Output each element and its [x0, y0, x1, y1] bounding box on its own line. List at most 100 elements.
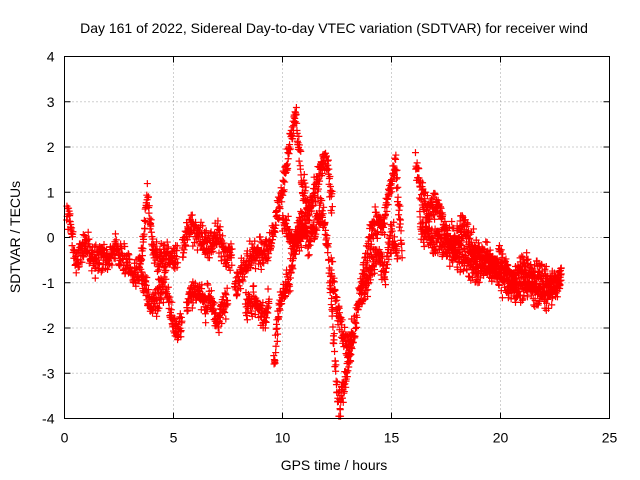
data-point	[144, 193, 152, 201]
data-point	[198, 281, 206, 289]
data-point	[139, 287, 147, 295]
data-point	[68, 242, 76, 250]
data-point	[215, 328, 223, 336]
data-points	[63, 103, 565, 420]
data-point	[121, 242, 129, 250]
data-point	[84, 228, 92, 236]
data-point	[207, 293, 215, 301]
data-point	[288, 123, 296, 131]
data-point	[265, 250, 273, 258]
data-point	[188, 211, 196, 219]
data-point	[212, 309, 220, 317]
data-point	[146, 214, 154, 222]
y-tick-label: 0	[47, 230, 55, 246]
data-point	[260, 259, 268, 267]
grid	[64, 56, 610, 419]
data-point	[141, 217, 149, 225]
y-tick-label: -4	[42, 411, 55, 427]
data-point	[153, 312, 161, 320]
y-tick-label: 1	[47, 184, 55, 200]
data-point	[75, 263, 83, 271]
data-point	[164, 292, 172, 300]
data-point	[216, 223, 224, 231]
data-point	[257, 265, 265, 273]
data-point	[117, 260, 125, 268]
y-tick-label: 2	[47, 139, 55, 155]
data-point	[272, 221, 280, 229]
data-point	[204, 281, 212, 289]
data-point	[159, 279, 167, 287]
x-tick-label: 5	[170, 430, 178, 446]
data-point	[138, 256, 146, 264]
data-point	[147, 222, 155, 230]
data-point	[164, 283, 172, 291]
data-point	[85, 235, 93, 243]
data-point	[138, 252, 146, 260]
data-point	[147, 216, 155, 224]
data-point	[168, 298, 176, 306]
data-point	[292, 103, 300, 111]
data-point	[114, 245, 122, 253]
data-point	[100, 240, 108, 248]
data-point	[202, 319, 210, 327]
data-point	[275, 204, 283, 212]
data-point	[140, 216, 148, 224]
data-point	[228, 245, 236, 253]
data-point	[293, 129, 301, 137]
data-point	[284, 155, 292, 163]
data-point	[228, 261, 236, 269]
data-point	[78, 258, 86, 266]
data-point	[223, 284, 231, 292]
data-point	[205, 254, 213, 262]
data-point	[172, 253, 180, 261]
data-point	[111, 230, 119, 238]
data-point	[138, 268, 146, 276]
x-tick-label: 10	[275, 430, 291, 446]
data-point	[83, 248, 91, 256]
chart-title: Day 161 of 2022, Sidereal Day-to-day VTE…	[80, 20, 588, 36]
data-point	[81, 232, 89, 240]
data-point	[188, 304, 196, 312]
data-point	[176, 310, 184, 318]
data-point	[112, 236, 120, 244]
y-tick-label: 4	[47, 49, 55, 65]
data-point	[95, 259, 103, 267]
data-point	[296, 146, 304, 154]
y-tick-label: 3	[47, 94, 55, 110]
data-point	[256, 233, 264, 241]
data-point	[111, 255, 119, 263]
data-point	[143, 273, 151, 281]
data-point	[80, 253, 88, 261]
data-point	[271, 228, 279, 236]
data-point	[143, 180, 151, 188]
x-tick-label: 25	[602, 430, 618, 446]
data-point	[174, 259, 182, 267]
data-point	[301, 187, 309, 195]
data-point	[184, 307, 192, 315]
x-axis-label: GPS time / hours	[281, 457, 388, 473]
data-point	[193, 246, 201, 254]
y-tick-label: -1	[42, 275, 55, 291]
data-point	[79, 231, 87, 239]
data-point	[279, 191, 287, 199]
data-point	[201, 310, 209, 318]
data-point	[233, 290, 241, 298]
data-point	[161, 268, 169, 276]
data-point	[214, 217, 222, 225]
data-point	[268, 239, 276, 247]
data-point	[216, 313, 224, 321]
x-tick-label: 20	[493, 430, 509, 446]
data-point	[237, 285, 245, 293]
data-point	[297, 147, 305, 155]
y-axis-label: SDTVAR / TECUs	[7, 181, 23, 293]
data-point	[94, 259, 102, 267]
data-point	[209, 247, 217, 255]
data-point	[202, 227, 210, 235]
data-point	[144, 286, 152, 294]
data-point	[68, 224, 76, 232]
data-point	[108, 261, 116, 269]
data-point	[226, 266, 234, 274]
data-point	[222, 315, 230, 323]
data-point	[140, 230, 148, 238]
data-point	[301, 179, 309, 187]
